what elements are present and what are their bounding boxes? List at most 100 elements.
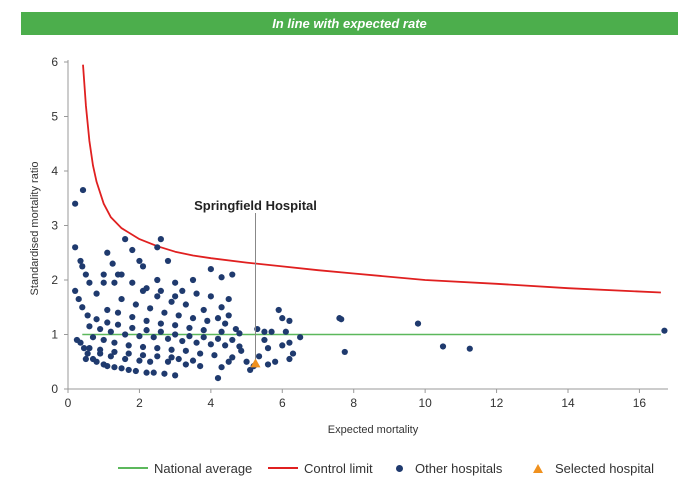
x-tick-label: 14 (561, 396, 575, 410)
hospital-point (139, 352, 147, 359)
hospital-point (207, 266, 214, 273)
hospital-point (154, 293, 161, 300)
hospital-point (114, 321, 122, 328)
hospital-point (147, 305, 154, 312)
hospital-point (118, 295, 125, 303)
hospital-point (225, 358, 232, 365)
hospital-point (157, 287, 164, 294)
hospital-point (189, 315, 197, 322)
hospital-point (93, 290, 100, 297)
hospital-point (125, 342, 132, 349)
hospital-point (100, 279, 107, 286)
hospital-point (150, 334, 157, 341)
hospital-point (154, 244, 161, 251)
hospital-point (182, 301, 189, 308)
hospital-point (218, 364, 225, 371)
hospital-point (118, 365, 125, 372)
hospital-point (154, 353, 161, 360)
legend-label: National average (154, 460, 253, 476)
hospital-point (86, 279, 93, 286)
hospital-point (200, 327, 207, 334)
legend-item-selected-hospital: Selected hospital (525, 456, 654, 480)
hospital-point (172, 372, 179, 379)
hospital-point (168, 298, 175, 305)
hospital-point (439, 343, 447, 350)
hospital-point (661, 327, 668, 334)
hospital-point (338, 316, 345, 323)
hospital-point (100, 271, 107, 278)
x-tick-label: 4 (208, 396, 215, 410)
hospital-point (129, 279, 136, 286)
hospital-point (161, 370, 168, 377)
hospital-point (261, 328, 268, 335)
x-tick-label: 0 (65, 396, 72, 410)
hospital-point (261, 336, 268, 344)
selected-hospital-point (250, 358, 261, 368)
hospital-point (175, 355, 182, 363)
hospital-point (157, 236, 164, 243)
hospital-point (229, 271, 236, 278)
hospital-point (207, 341, 214, 348)
hospital-point (229, 354, 236, 361)
hospital-point (179, 287, 186, 294)
legend-item-national-average: National average (118, 456, 252, 480)
hospital-point (182, 361, 189, 368)
legend-dot-other-hospitals (396, 464, 403, 472)
hospital-point (297, 334, 304, 341)
hospital-point (157, 320, 164, 327)
hospital-point (272, 358, 279, 365)
hospital-point (139, 263, 147, 270)
hospital-point (341, 348, 348, 356)
x-tick-label: 16 (633, 396, 647, 410)
hospital-point (154, 276, 161, 284)
hospital-point (214, 375, 222, 382)
hospital-point (122, 355, 129, 363)
hospital-point (175, 312, 182, 319)
legend-line-control-limit (268, 467, 298, 469)
hospital-point (182, 347, 189, 354)
hospital-point (93, 358, 100, 365)
hospital-point (218, 274, 225, 281)
legend-label: Control limit (304, 460, 373, 476)
hospital-point (157, 328, 164, 335)
hospital-point (222, 342, 229, 349)
hospital-point (236, 343, 243, 350)
x-tick-label: 6 (279, 396, 286, 410)
hospital-point (147, 358, 154, 365)
hospital-point (84, 312, 91, 319)
hospital-point (225, 312, 232, 319)
hospital-point (104, 319, 111, 326)
legend-item-other-hospitals: Other hospitals (388, 456, 502, 480)
hospital-point (286, 317, 293, 324)
hospital-point (197, 350, 204, 357)
hospital-point (275, 306, 282, 314)
hospital-point (104, 363, 111, 370)
hospital-point (125, 366, 132, 374)
hospital-point (136, 333, 143, 340)
hospital-point (84, 350, 91, 357)
hospital-point (164, 358, 172, 365)
hospital-point (204, 317, 211, 324)
hospital-point (164, 335, 172, 342)
hospital-point (179, 337, 186, 345)
hospital-point (279, 342, 286, 349)
hospital-point (139, 343, 147, 351)
hospital-point (97, 346, 104, 353)
y-tick-label: 6 (51, 55, 58, 69)
y-tick-label: 4 (51, 164, 58, 178)
hospital-point (193, 290, 200, 297)
hospital-point (109, 260, 116, 267)
hospital-point (200, 306, 207, 314)
hospital-point (150, 369, 157, 376)
hospital-point (72, 200, 79, 207)
hospital-point (164, 257, 172, 265)
status-banner: In line with expected rate (21, 12, 678, 35)
hospital-point (268, 328, 275, 335)
hospital-point (218, 328, 225, 335)
y-tick-label: 5 (51, 110, 58, 124)
legend: National average Control limit Other hos… (0, 456, 700, 480)
hospital-point (197, 363, 204, 370)
hospital-point (100, 336, 107, 344)
hospital-point (222, 320, 229, 327)
